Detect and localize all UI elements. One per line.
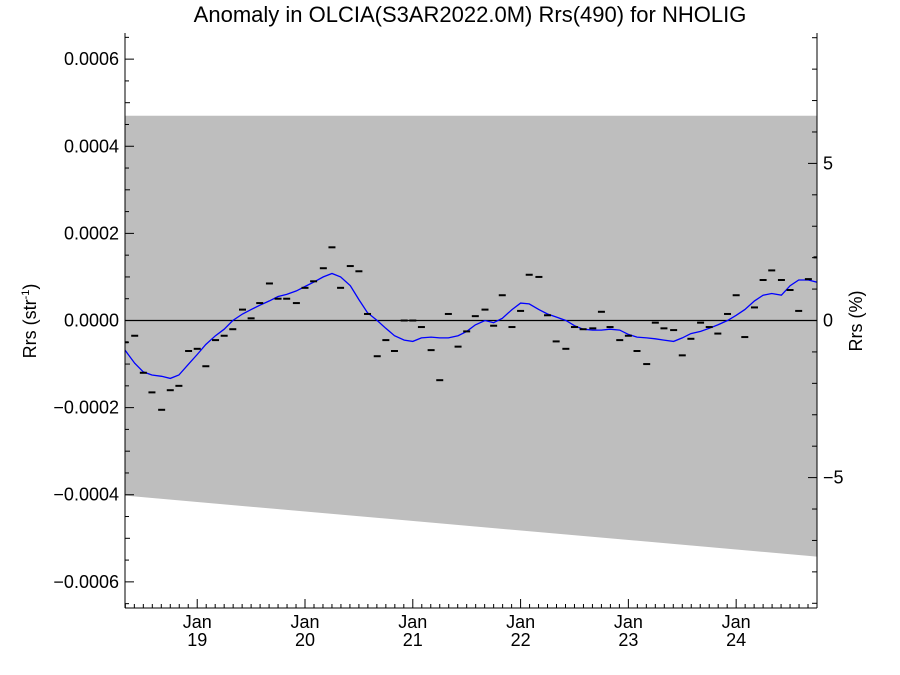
x-tick-label-year: 23 [618, 630, 638, 650]
x-tick-label-month: Jan [290, 612, 319, 632]
x-tick-label-year: 20 [295, 630, 315, 650]
uncertainty-band [125, 115, 817, 557]
x-tick-label-year: 19 [187, 630, 207, 650]
x-tick-label-month: Jan [398, 612, 427, 632]
y2-tick-label: 5 [823, 153, 833, 173]
y2-axis-label: Rrs (%) [846, 291, 866, 352]
y-tick-label: 0.0000 [64, 311, 119, 331]
x-tick-label-year: 21 [403, 630, 423, 650]
plot-area [125, 115, 817, 557]
y-tick-label: 0.0004 [64, 136, 119, 156]
y-tick-label: −0.0004 [53, 485, 119, 505]
y-axis-label-close: ) [20, 284, 40, 290]
x-tick-label-month: Jan [722, 612, 751, 632]
y2-tick-label: −5 [823, 468, 844, 488]
y-tick-label: −0.0002 [53, 398, 119, 418]
y-tick-label: −0.0006 [53, 572, 119, 592]
x-tick-label-month: Jan [614, 612, 643, 632]
y-axis-label-main: Rrs (str [20, 299, 40, 358]
y2-tick-label: 0 [823, 311, 833, 331]
y-axis-label-superscript: -1 [20, 290, 32, 300]
x-tick-label-year: 22 [511, 630, 531, 650]
y-tick-label: 0.0006 [64, 49, 119, 69]
y-tick-label: 0.0002 [64, 223, 119, 243]
x-tick-label-month: Jan [506, 612, 535, 632]
axes: 0.0006 0.0004 0.0002 0.0000 −0.0002 −0.0004 −0… [53, 33, 844, 650]
x-tick-label-year: 24 [726, 630, 746, 650]
x-tick-label-month: Jan [183, 612, 212, 632]
smoothed-anomaly-line [125, 272, 817, 380]
y-axis-label: Rrs (str-1) [20, 284, 40, 359]
chart-title: Anomaly in OLCIA(S3AR2022.0M) Rrs(490) f… [194, 2, 747, 27]
